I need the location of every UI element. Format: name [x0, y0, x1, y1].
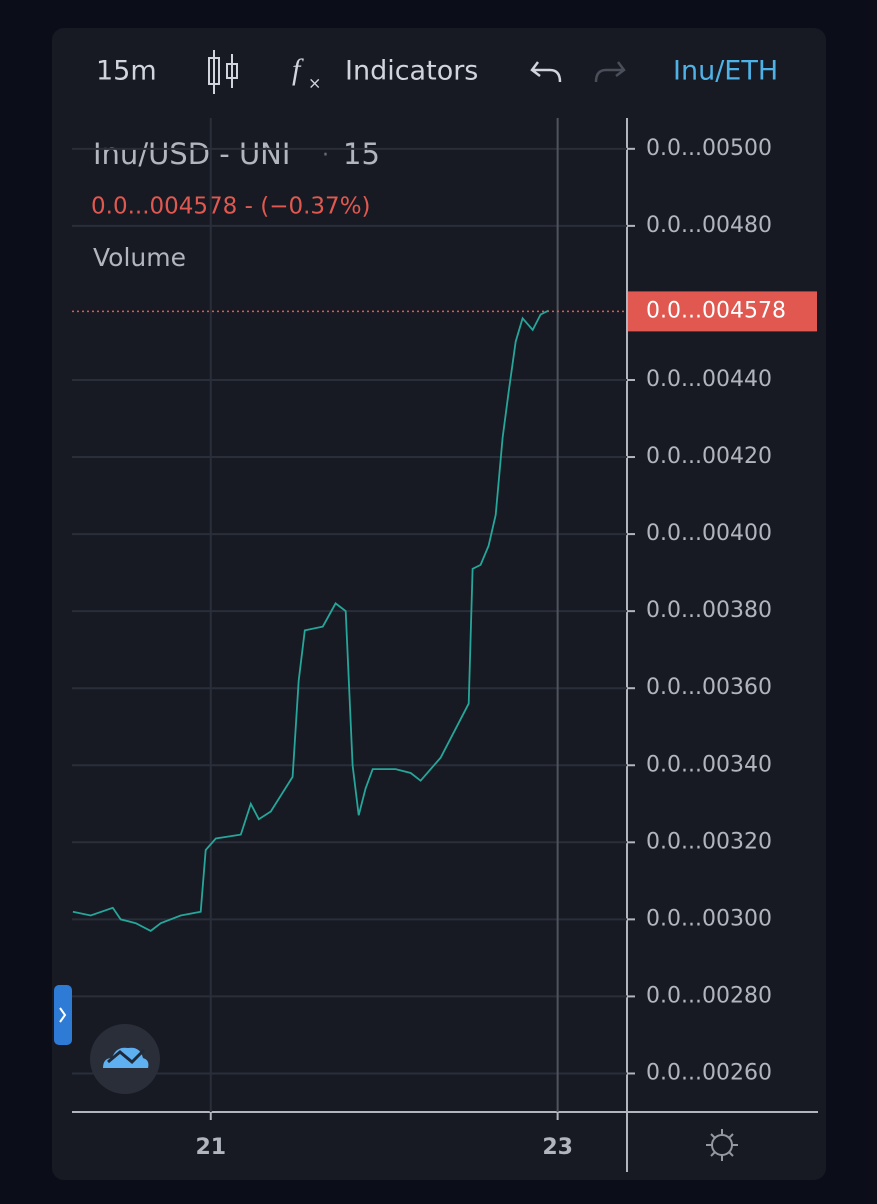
- y-tick-label: 0.0...00360: [646, 675, 772, 700]
- chart-title: Inu/USD - UNI: [93, 137, 290, 171]
- settings-button[interactable]: [706, 1129, 738, 1161]
- logo-line: [107, 1048, 146, 1065]
- x-tick-label: 23: [542, 1135, 573, 1160]
- fx-icon-x: ×: [308, 74, 321, 93]
- side-tab[interactable]: [54, 985, 72, 1045]
- y-tick-label: 0.0...00340: [646, 752, 772, 777]
- chart-type-button[interactable]: [208, 50, 238, 94]
- y-tick-label: 0.0...00260: [646, 1060, 772, 1085]
- y-tick-label: 0.0...00320: [646, 829, 772, 854]
- last-price-tag: [628, 291, 817, 332]
- y-tick-label: 0.0...00300: [646, 906, 772, 931]
- price-line: [72, 309, 549, 932]
- y-tick-label: 0.0...00440: [646, 367, 772, 392]
- change-label: 0.0...004578 - (−0.37%): [91, 194, 371, 220]
- chart-interval: 15: [343, 137, 380, 171]
- side-tab-arrow: [59, 1007, 67, 1023]
- redo-button[interactable]: [594, 61, 626, 83]
- x-tick-label: 21: [195, 1135, 226, 1160]
- y-tick-label: 0.0...00480: [646, 213, 772, 238]
- indicators-button[interactable]: Indicators: [345, 56, 478, 87]
- interval-button[interactable]: 15m: [96, 56, 157, 87]
- last-price-label: 0.0...004578: [646, 298, 786, 323]
- study-label: Volume: [93, 243, 186, 272]
- separator: ·: [322, 143, 329, 168]
- y-tick-label: 0.0...00400: [646, 521, 772, 546]
- y-tick-label: 0.0...00500: [646, 136, 772, 161]
- undo-button[interactable]: [530, 61, 562, 83]
- y-tick-label: 0.0...00380: [646, 598, 772, 623]
- symbol-button[interactable]: Inu/ETH: [673, 56, 778, 87]
- y-tick-label: 0.0...00280: [646, 983, 772, 1008]
- y-tick-label: 0.0...00420: [646, 444, 772, 469]
